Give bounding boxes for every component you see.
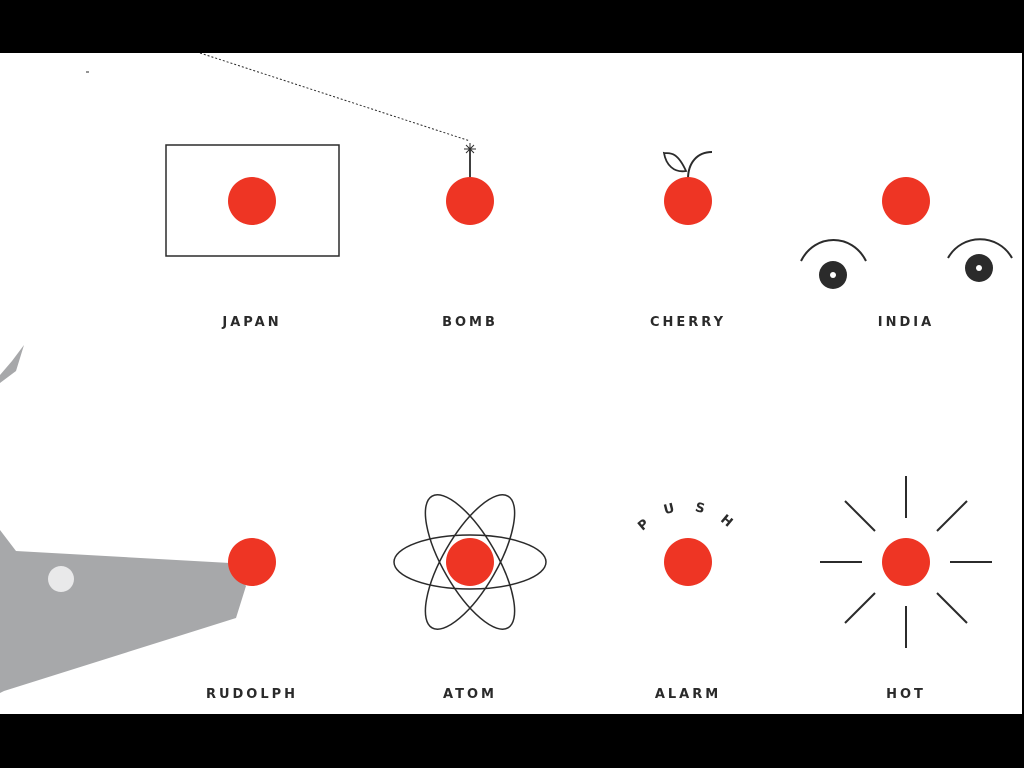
alarm-button-dot — [664, 538, 712, 586]
red-dots — [228, 177, 930, 586]
label-cherry: CHERRY — [649, 315, 727, 330]
push-letter: P — [635, 517, 652, 535]
flag-icon — [165, 144, 340, 257]
bomb-dot — [446, 177, 494, 225]
rudolph-nose-dot — [228, 538, 276, 586]
bomb-icon — [86, 53, 476, 178]
push-letter: U — [662, 501, 676, 518]
cherry-dot — [664, 177, 712, 225]
label-atom: ATOM — [443, 687, 497, 702]
label-alarm: ALARM — [654, 687, 722, 702]
face-icon — [800, 238, 1013, 289]
push-letter: S — [693, 500, 706, 517]
illustration-canvas: P U S H JAPAN BOMB CHERRY INDIA RUDOLPH … — [0, 53, 1022, 714]
hot-dot — [882, 538, 930, 586]
atom-icon — [393, 494, 547, 630]
india-dot — [882, 177, 930, 225]
sun-rays-icon — [820, 476, 992, 648]
icon-artwork: P U S H — [0, 53, 1013, 693]
atom-nucleus-dot — [446, 538, 494, 586]
label-bomb: BOMB — [442, 315, 498, 330]
reindeer-icon — [0, 345, 246, 693]
japan-dot — [228, 177, 276, 225]
cherry-icon — [662, 151, 713, 180]
label-india: INDIA — [877, 315, 935, 330]
label-hot: HOT — [886, 687, 926, 702]
label-rudolph: RUDOLPH — [205, 687, 299, 702]
label-japan: JAPAN — [222, 315, 282, 330]
alarm-button-icon: P U S H — [635, 500, 735, 534]
push-letter: H — [717, 512, 735, 530]
